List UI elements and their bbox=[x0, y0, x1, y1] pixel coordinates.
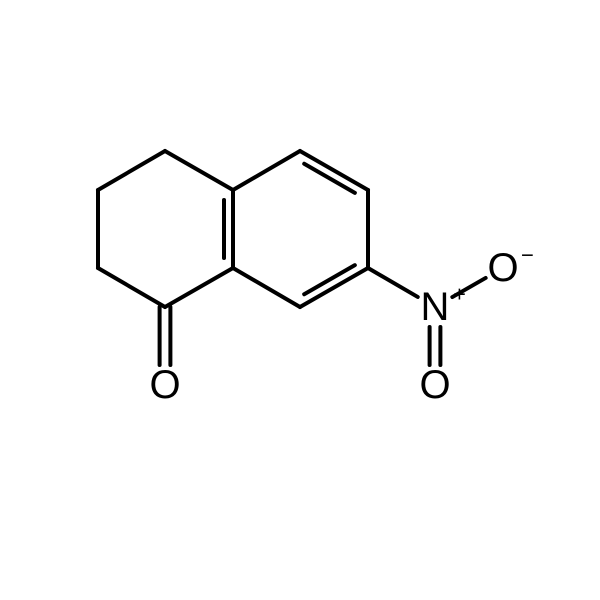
bond-line bbox=[233, 268, 300, 307]
atom-o-label: O bbox=[487, 246, 518, 290]
atom-o-label: O bbox=[419, 363, 450, 407]
bond-line bbox=[300, 151, 368, 190]
atom-n-label: N bbox=[421, 285, 450, 329]
bond-line bbox=[368, 268, 418, 297]
bond-line bbox=[165, 268, 233, 307]
bond-line bbox=[165, 151, 233, 190]
charge-label: − bbox=[521, 243, 534, 268]
bond-line bbox=[98, 268, 165, 307]
atom-o-label: O bbox=[149, 363, 180, 407]
charge-label: + bbox=[453, 282, 466, 307]
bond-line bbox=[233, 151, 300, 190]
molecule-canvas: ON+O−O bbox=[0, 0, 600, 600]
bond-line bbox=[98, 151, 165, 190]
bond-line bbox=[300, 268, 368, 307]
